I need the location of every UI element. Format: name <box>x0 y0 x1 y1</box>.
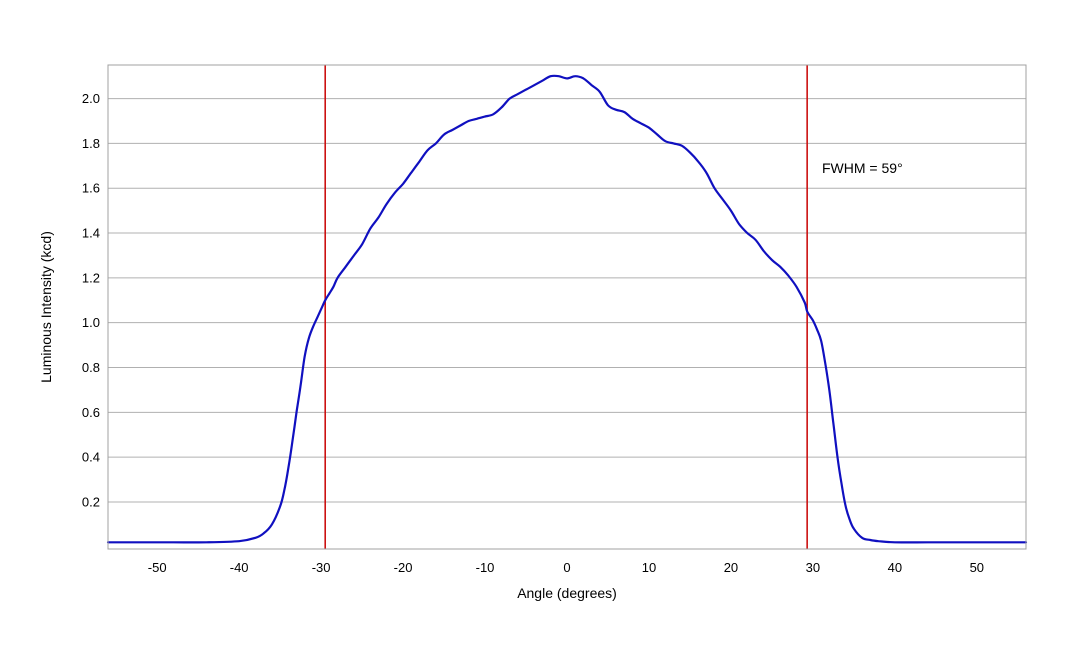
x-tick-label: -20 <box>394 560 413 575</box>
x-tick-label: 50 <box>970 560 984 575</box>
y-tick-label: 2.0 <box>82 91 100 106</box>
x-tick-label: -50 <box>148 560 167 575</box>
x-tick-label: 30 <box>806 560 820 575</box>
y-tick-label: 0.6 <box>82 405 100 420</box>
y-tick-labels: 0.2 0.4 0.6 0.8 1.0 1.2 1.4 1.6 1.8 2.0 <box>82 91 100 509</box>
y-tick-label: 1.2 <box>82 270 100 285</box>
y-tick-label: 1.8 <box>82 136 100 151</box>
y-axis-title: Luminous Intensity (kcd) <box>38 231 54 383</box>
y-tick-label: 0.8 <box>82 360 100 375</box>
x-axis-title: Angle (degrees) <box>517 585 617 601</box>
intensity-curve <box>106 74 1028 544</box>
x-tick-label: 10 <box>642 560 656 575</box>
y-tick-label: 0.4 <box>82 450 100 465</box>
x-tick-label: -30 <box>312 560 331 575</box>
grid-lines <box>108 98 1026 503</box>
fwhm-annotation: FWHM = 59° <box>822 160 903 176</box>
y-tick-label: 1.6 <box>82 181 100 196</box>
x-tick-labels: -50 -40 -30 -20 -10 0 10 20 30 40 50 <box>148 560 984 575</box>
x-tick-label: 20 <box>724 560 738 575</box>
fwhm-markers <box>324 65 808 549</box>
plot-frame <box>107 64 1027 550</box>
y-tick-label: 0.2 <box>82 494 100 509</box>
x-tick-label: 0 <box>563 560 570 575</box>
x-tick-label: 40 <box>888 560 902 575</box>
y-tick-label: 1.0 <box>82 315 100 330</box>
x-tick-label: -10 <box>476 560 495 575</box>
y-tick-label: 1.4 <box>82 226 100 241</box>
x-tick-label: -40 <box>230 560 249 575</box>
